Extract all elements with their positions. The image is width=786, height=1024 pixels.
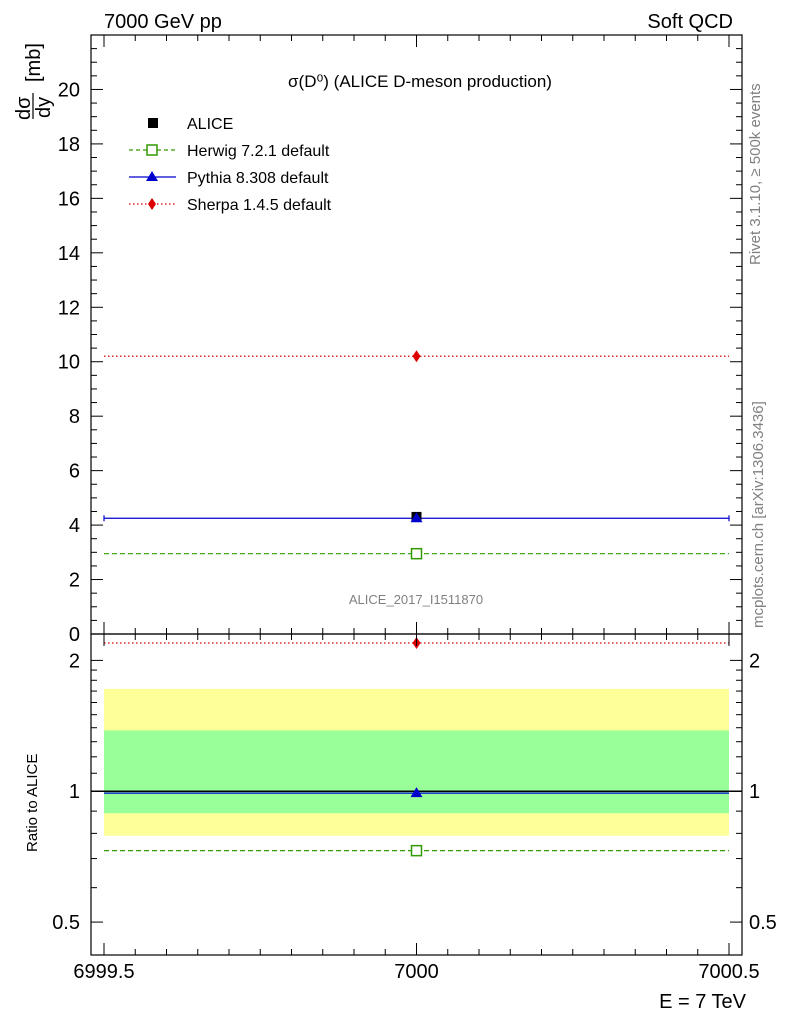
main-ytick-label: 6 [69,461,80,483]
ratio-marker-pythia [410,787,423,798]
y-label-denominator: dy [33,97,55,118]
main-ytick-label: 20 [58,79,80,101]
main-y-axis-label: dσ dy [mb] [13,43,55,120]
legend-label-pythia: Pythia 8.308 default [187,170,329,187]
legend-entry-herwig: Herwig 7.2.1 default [129,143,330,160]
series-markers [410,350,423,857]
x-axis-label: E = 7 TeV [659,991,747,1013]
header-right-label: Soft QCD [647,11,733,33]
main-ytick-label: 2 [69,570,80,592]
main-marker-pythia [410,512,423,523]
ratio-uncertainty-bands [104,688,729,836]
legend-entry-pythia: Pythia 8.308 default [129,170,329,187]
main-ytick-label: 18 [58,134,80,156]
main-ytick-label: 14 [58,243,80,265]
main-ytick-label: 0 [69,624,80,646]
ratio-ytick-label-right: 0.5 [749,912,777,934]
header-left-label: 7000 GeV pp [104,11,222,33]
legend-entry-sherpa: Sherpa 1.4.5 default [129,197,332,214]
main-ytick-label: 4 [69,515,80,537]
ratio-y-axis-label: Ratio to ALICE [24,754,41,852]
ratio-ytick-label-right: 1 [749,781,760,803]
main-ytick-label: 8 [69,406,80,428]
legend-marker-sherpa [148,198,156,210]
legend-label-herwig: Herwig 7.2.1 default [187,143,330,160]
ratio-ytick-label-right: 2 [749,650,760,672]
legend-marker-pythia [146,171,158,181]
main-marker-sherpa [412,350,421,363]
legend-marker-herwig [146,144,158,156]
analysis-watermark: ALICE_2017_I1511870 [349,592,483,607]
ratio-xtick-label: 7000 [394,961,439,983]
main-ytick-label: 12 [58,297,80,319]
legend-marker-alice [148,118,158,128]
ratio-band-stat-uncertainty [104,730,729,814]
ratio-xtick-label: 6999.5 [73,961,134,983]
y-label-unit: [mb] [23,43,45,82]
legend-label-alice: ALICE [187,116,233,133]
plot-title: σ(D⁰) (ALICE D-meson production) [288,72,552,91]
ratio-ytick-label-left: 1 [69,781,80,803]
ratio-ytick-label-left: 0.5 [52,912,80,934]
legend-entry-alice: ALICE [148,116,233,133]
main-marker-herwig [410,547,423,560]
ratio-xtick-label: 7000.5 [698,961,759,983]
mcplots-reference-label: mcplots.cern.ch [arXiv:1306.3436] [750,401,767,628]
ratio-ytick-label-left: 2 [69,650,80,672]
rivet-version-label: Rivet 3.1.10, ≥ 500k events [747,83,764,265]
main-ytick-label: 10 [58,352,80,374]
legend: ALICE Herwig 7.2.1 default Pythia 8.308 … [129,116,332,214]
main-ytick-label: 16 [58,188,80,210]
axis-ticks [91,34,742,955]
y-label-numerator: dσ [13,96,35,120]
legend-label-sherpa: Sherpa 1.4.5 default [187,197,332,214]
ratio-marker-herwig [410,844,423,857]
